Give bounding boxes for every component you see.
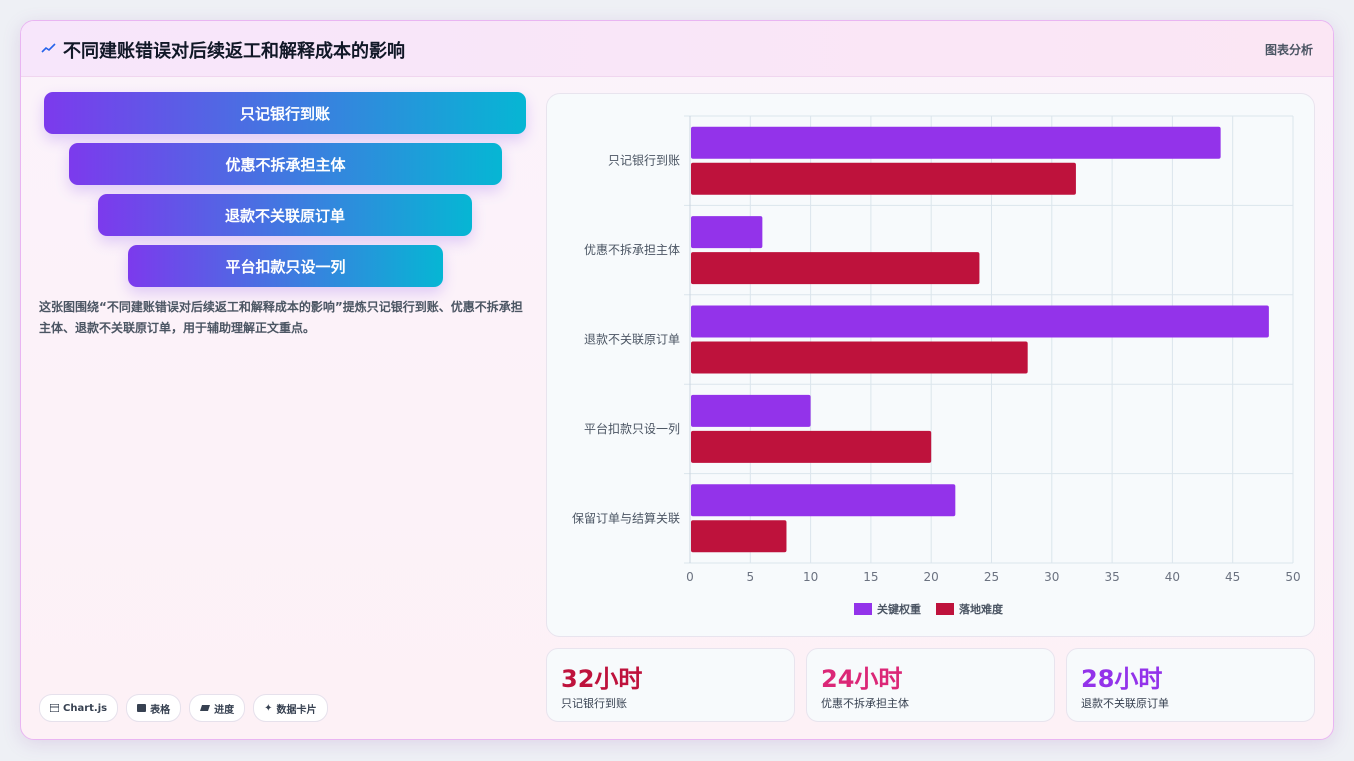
stat-value: 28小时: [1081, 665, 1163, 693]
x-tick-label: 45: [1225, 570, 1240, 584]
stat-value: 32小时: [561, 665, 643, 693]
page-title: 不同建账错误对后续返工和解释成本的影响: [63, 41, 405, 62]
bar-difficulty: [691, 430, 932, 463]
tag-chartjs[interactable]: Chart.js: [39, 694, 119, 722]
funnel-step-3: 退款不关联原订单: [98, 194, 472, 236]
x-tick-label: 35: [1104, 570, 1119, 584]
chart-icon: [50, 704, 59, 712]
table-icon: [137, 704, 147, 712]
chart-analysis-link[interactable]: 图表分析: [1264, 43, 1313, 57]
bar-difficulty: [691, 252, 980, 285]
main-card: 不同建账错误对后续返工和解释成本的影响 图表分析 只记银行到账 优惠不拆承担主体…: [20, 20, 1334, 740]
x-tick-label: 20: [924, 570, 939, 584]
tag-table[interactable]: 表格: [126, 694, 182, 722]
chart-description: 这张图围绕“不同建账错误对后续返工和解释成本的影响”提炼只记银行到账、优惠不拆承…: [39, 300, 523, 335]
x-tick-label: 5: [746, 570, 754, 584]
bar-weight: [691, 394, 811, 427]
bar-chart: 0 5 10 15 20 25 30 35 40 45 50 只记银行到账优惠不拆承担主体退款不关联原…: [572, 115, 1301, 616]
y-category-label: 退款不关联原订单: [584, 333, 680, 347]
funnel-step-1: 只记银行到账: [44, 92, 526, 134]
y-category-label: 平台扣款只设一列: [584, 421, 680, 436]
stat-label: 优惠不拆承担主体: [821, 697, 909, 710]
tag-data-card[interactable]: ✦ 数据卡片: [253, 694, 328, 722]
stat-label: 退款不关联原订单: [1081, 697, 1169, 710]
bar-weight: [691, 216, 763, 249]
tag-list: Chart.js 表格 进度 ✦ 数据卡片: [39, 694, 328, 722]
tag-label: 数据卡片: [276, 704, 317, 716]
bar-weight: [691, 126, 1221, 159]
stat-card-2: 24小时 优惠不拆承担主体: [806, 648, 1055, 722]
stat-label: 只记银行到账: [561, 697, 627, 710]
bar-difficulty: [691, 341, 1028, 374]
header: 不同建账错误对后续返工和解释成本的影响 图表分析: [21, 21, 1333, 77]
x-tick-label: 10: [803, 570, 818, 584]
tag-progress[interactable]: 进度: [189, 694, 246, 722]
y-category-label: 优惠不拆承担主体: [584, 242, 680, 257]
stat-value: 24小时: [821, 665, 903, 693]
bar-weight: [691, 484, 956, 517]
tag-label: Chart.js: [63, 702, 108, 714]
progress-icon: [200, 705, 211, 711]
trend-line-icon: [41, 43, 56, 53]
sparkle-icon: ✦: [264, 702, 273, 714]
stat-card-3: 28小时 退款不关联原订单: [1066, 648, 1315, 722]
x-tick-label: 40: [1165, 570, 1180, 584]
bar-difficulty: [691, 162, 1076, 195]
x-tick-label: 30: [1044, 570, 1059, 584]
stat-card-1: 32小时 只记银行到账: [546, 648, 795, 722]
funnel-step-4: 平台扣款只设一列: [128, 245, 443, 287]
x-tick-label: 15: [863, 570, 878, 584]
bar-weight: [691, 305, 1269, 338]
x-tick-label: 50: [1285, 570, 1300, 584]
tag-label: 表格: [150, 704, 171, 716]
chart-panel: 0 5 10 15 20 25 30 35 40 45 50 只记银行到账优惠不拆承担主体 退款不关联原…: [546, 93, 1315, 637]
y-category-label: 只记银行到账: [608, 154, 680, 168]
legend-label: 落地难度: [959, 602, 1004, 616]
funnel-step-2: 优惠不拆承担主体: [69, 143, 502, 185]
bar-difficulty: [691, 520, 787, 553]
x-tick-label: 0: [686, 570, 694, 584]
y-category-label: 保留订单与结算关联: [572, 510, 680, 525]
tag-label: 进度: [214, 704, 235, 716]
legend-label: 关键权重: [877, 602, 921, 616]
legend-swatch: [854, 603, 872, 615]
legend-swatch: [936, 603, 954, 615]
x-tick-label: 25: [984, 570, 999, 584]
